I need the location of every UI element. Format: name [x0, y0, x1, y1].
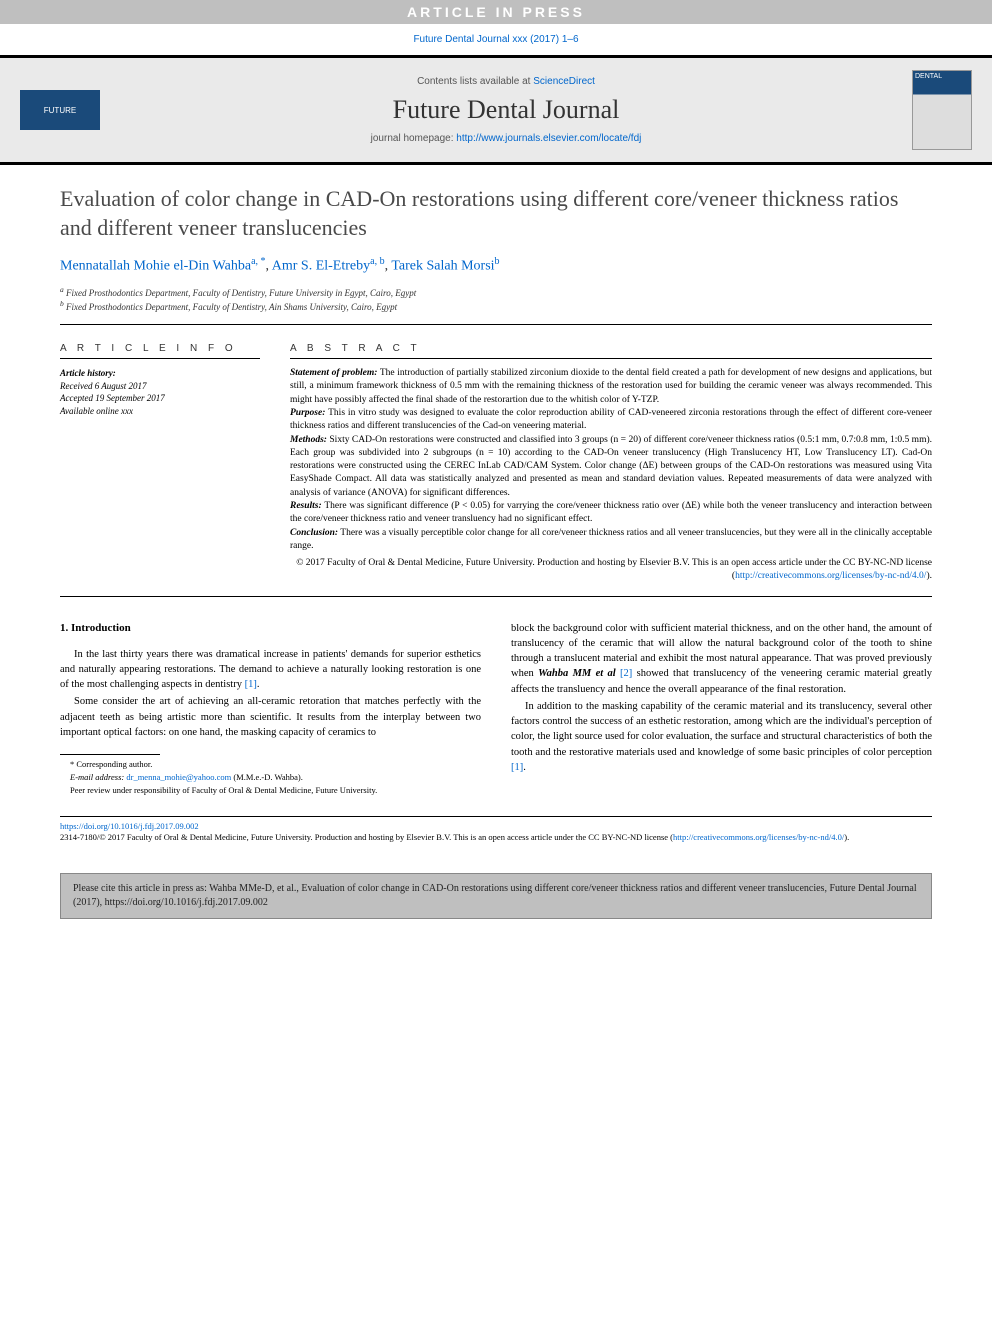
body-left-column: 1. Introduction In the last thirty years…: [60, 621, 481, 798]
footnote-separator: [60, 754, 160, 755]
p1-text: In the last thirty years there was drama…: [60, 649, 481, 690]
journal-cover-thumbnail: DENTAL: [912, 70, 972, 150]
contents-prefix: Contents lists available at: [417, 76, 533, 87]
statement-label: Statement of problem:: [290, 368, 377, 378]
methods-label: Methods:: [290, 435, 327, 445]
purpose-label: Purpose:: [290, 408, 325, 418]
history-label: Article history:: [60, 367, 260, 380]
article-title: Evaluation of color change in CAD-On res…: [60, 185, 932, 242]
intro-p2: Some consider the art of achieving an al…: [60, 694, 481, 740]
affil-text: Fixed Prosthodontics Department, Faculty…: [66, 302, 397, 312]
journal-name: Future Dental Journal: [100, 95, 912, 125]
email-link[interactable]: dr_menna_mohie@yahoo.com: [126, 772, 231, 782]
article-info-header: A R T I C L E I N F O: [60, 343, 260, 359]
email-suffix: (M.M.e.-D. Wahba).: [231, 772, 303, 782]
accepted-date: Accepted 19 September 2017: [60, 392, 260, 405]
methods-text: Sixty CAD-On restorations were construct…: [290, 435, 932, 498]
affil-text: Fixed Prosthodontics Department, Faculty…: [66, 288, 416, 298]
results-label: Results:: [290, 501, 322, 511]
article-info-column: A R T I C L E I N F O Article history: R…: [60, 343, 260, 584]
article-in-press-banner: ARTICLE IN PRESS: [0, 0, 992, 24]
author-link[interactable]: Mennatallah Mohie el-Din Wahba: [60, 259, 251, 274]
ref-link[interactable]: [1]: [245, 679, 257, 690]
info-abstract-section: A R T I C L E I N F O Article history: R…: [60, 331, 932, 597]
homepage-line: journal homepage: http://www.journals.el…: [100, 133, 912, 144]
sciencedirect-link[interactable]: ScienceDirect: [533, 76, 595, 87]
license-link[interactable]: http://creativecommons.org/licenses/by-n…: [735, 571, 926, 581]
issn-text: 2314-7180/© 2017 Faculty of Oral & Denta…: [60, 832, 673, 842]
peer-review-note: Peer review under responsibility of Facu…: [60, 785, 481, 796]
homepage-prefix: journal homepage:: [371, 133, 457, 144]
ref-link[interactable]: [1]: [511, 762, 523, 773]
homepage-link[interactable]: http://www.journals.elsevier.com/locate/…: [456, 133, 641, 144]
author-affil-sup: a, *: [251, 256, 265, 267]
body-right-column: block the background color with sufficie…: [511, 621, 932, 798]
journal-reference: Future Dental Journal xxx (2017) 1–6: [0, 24, 992, 55]
footnotes: * Corresponding author. E-mail address: …: [60, 759, 481, 796]
received-date: Received 6 August 2017: [60, 380, 260, 393]
license-link[interactable]: http://creativecommons.org/licenses/by-n…: [673, 832, 844, 842]
affil-key: a: [60, 285, 64, 294]
intro-p1: In the last thirty years there was drama…: [60, 647, 481, 693]
affiliations: a Fixed Prosthodontics Department, Facul…: [60, 285, 932, 325]
intro-heading: 1. Introduction: [60, 621, 481, 637]
conclusion-text: There was a visually perceptible color c…: [290, 528, 932, 551]
purpose-text: This in vitro study was designed to eval…: [290, 408, 932, 431]
issn-copyright: 2314-7180/© 2017 Faculty of Oral & Denta…: [60, 832, 932, 843]
bold-reference: Wahba MM et al: [538, 668, 616, 679]
publisher-logo: FUTURE: [20, 90, 100, 130]
author-affil-sup: a, b: [370, 256, 384, 267]
article-history: Article history: Received 6 August 2017 …: [60, 367, 260, 417]
author-list: Mennatallah Mohie el-Din Wahbaa, *, Amr …: [60, 256, 932, 275]
author-link[interactable]: Amr S. El-Etreby: [272, 259, 370, 274]
p4-a: In addition to the masking capability of…: [511, 701, 932, 758]
conclusion-label: Conclusion:: [290, 528, 338, 538]
abstract-body: Statement of problem: The introduction o…: [290, 367, 932, 584]
affiliation-row: b Fixed Prosthodontics Department, Facul…: [60, 299, 932, 314]
p4-end: .: [523, 762, 526, 773]
email-label: E-mail address:: [70, 772, 126, 782]
intro-p3: block the background color with sufficie…: [511, 621, 932, 697]
ref-link[interactable]: [2]: [616, 668, 633, 679]
author-link[interactable]: Tarek Salah Morsi: [391, 259, 494, 274]
author-affil-sup: b: [495, 256, 500, 267]
results-text: There was significant difference (P < 0.…: [290, 501, 932, 524]
online-date: Available online xxx: [60, 405, 260, 418]
statement-text: The introduction of partially stabilized…: [290, 368, 932, 405]
copyright-close: ).: [926, 571, 932, 581]
header-center: Contents lists available at ScienceDirec…: [100, 76, 912, 144]
abstract-header: A B S T R A C T: [290, 343, 932, 359]
body-two-column: 1. Introduction In the last thirty years…: [60, 621, 932, 798]
contents-line: Contents lists available at ScienceDirec…: [100, 76, 912, 87]
article-main: Evaluation of color change in CAD-On res…: [0, 165, 992, 863]
email-line: E-mail address: dr_menna_mohie@yahoo.com…: [60, 772, 481, 783]
intro-p4: In addition to the masking capability of…: [511, 699, 932, 775]
doi-block: https://doi.org/10.1016/j.fdj.2017.09.00…: [60, 816, 932, 843]
citation-box: Please cite this article in press as: Wa…: [60, 873, 932, 919]
affil-key: b: [60, 299, 64, 308]
abstract-column: A B S T R A C T Statement of problem: Th…: [290, 343, 932, 584]
p1-end: .: [257, 679, 260, 690]
issn-close: ).: [844, 832, 849, 842]
copyright-line: © 2017 Faculty of Oral & Dental Medicine…: [290, 557, 932, 584]
affiliation-row: a Fixed Prosthodontics Department, Facul…: [60, 285, 932, 300]
corresponding-author: * Corresponding author.: [60, 759, 481, 770]
doi-link[interactable]: https://doi.org/10.1016/j.fdj.2017.09.00…: [60, 821, 199, 831]
journal-header: FUTURE Contents lists available at Scien…: [0, 55, 992, 165]
